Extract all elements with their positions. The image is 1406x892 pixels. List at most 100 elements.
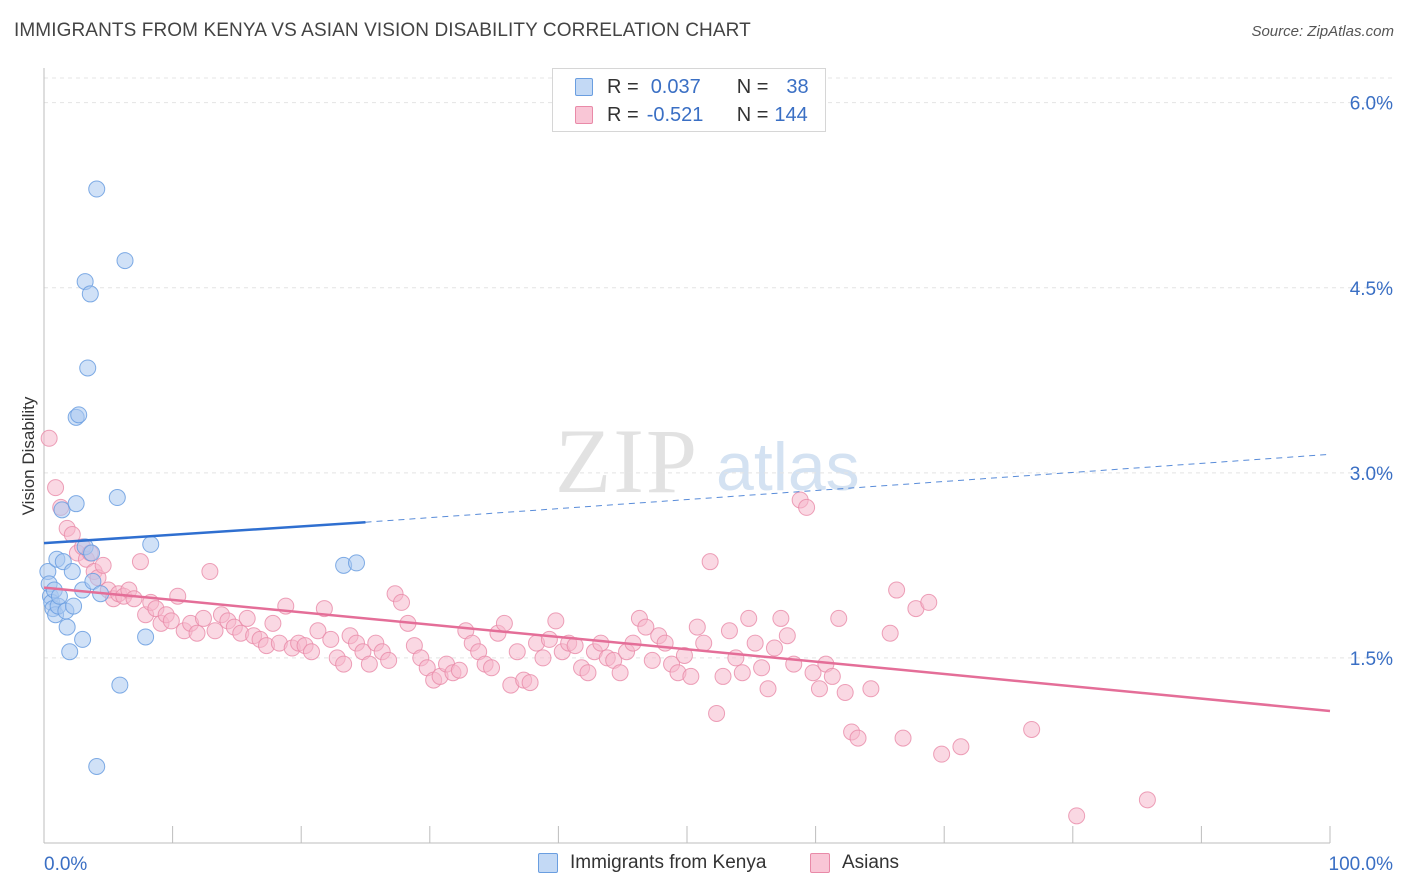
asians-point [746, 634, 764, 652]
asians-point [322, 630, 340, 648]
asians-point [1023, 720, 1041, 738]
asians-point [753, 659, 771, 677]
kenya-point [88, 180, 106, 198]
asians-point [393, 593, 411, 611]
kenya-point [108, 489, 126, 507]
correlation-legend: R = 0.037 N = 38 R = -0.521 N = 144 [552, 68, 826, 132]
asians-point [450, 661, 468, 679]
series-legend: Immigrants from Kenya Asians [0, 852, 1406, 878]
kenya-point [116, 252, 134, 270]
asians-point [740, 609, 758, 627]
asians-point [315, 600, 333, 618]
y-tick-label: 1.5% [1350, 649, 1393, 670]
kenya-point [67, 495, 85, 513]
asians-trend-line [43, 586, 1331, 713]
y-tick-label: 4.5% [1350, 279, 1393, 300]
asians-point [682, 667, 700, 685]
asians-point [94, 556, 112, 574]
source-credit: Source: ZipAtlas.com [1251, 23, 1394, 40]
legend-r-label: R = [607, 75, 639, 98]
asians-point [302, 643, 320, 661]
asians-point [849, 729, 867, 747]
series-swatch-kenya [538, 853, 558, 873]
asians-point [772, 609, 790, 627]
kenya-point [63, 563, 81, 581]
legend-r-label: R = [607, 103, 639, 126]
asians-point [125, 590, 143, 608]
legend-n-value: 144 [774, 103, 808, 126]
asians-point [1138, 791, 1156, 809]
chart-title: IMMIGRANTS FROM KENYA VS ASIAN VISION DI… [14, 20, 751, 41]
kenya-point [88, 758, 106, 775]
asians-point [765, 639, 783, 657]
asians-point [804, 664, 822, 682]
asians-point [162, 612, 180, 630]
asians-point [360, 655, 378, 673]
kenya-point [81, 285, 99, 303]
asians-point [206, 622, 224, 640]
asians-point [701, 553, 719, 571]
series-legend-kenya: Immigrants from Kenya [538, 852, 766, 874]
asians-point [933, 745, 951, 763]
kenya-point [137, 628, 155, 646]
asians-point [264, 614, 282, 632]
asians-point [194, 609, 212, 627]
asians-point [309, 622, 327, 640]
series-swatch-asians [810, 853, 830, 873]
asians-point [798, 498, 816, 516]
asians-point [778, 627, 796, 645]
asians-point [1068, 807, 1086, 825]
legend-n-label: N = [736, 103, 769, 126]
asians-point [733, 664, 751, 682]
asians-point [714, 667, 732, 685]
asians-point [495, 614, 513, 632]
kenya-trend-extension [365, 453, 1331, 523]
kenya-point [53, 501, 71, 519]
asians-point [40, 429, 58, 447]
asians-point [695, 634, 713, 652]
asians-point [483, 659, 501, 677]
asians-point [881, 624, 899, 642]
kenya-point [79, 359, 97, 377]
asians-point [521, 674, 539, 692]
asians-point [637, 618, 655, 636]
y-tick-label: 3.0% [1350, 464, 1393, 485]
asians-point [238, 609, 256, 627]
kenya-trend-line [43, 520, 366, 545]
asians-point [759, 680, 777, 698]
asians-point [675, 646, 693, 664]
kenya-point [61, 643, 79, 661]
asians-point [47, 479, 65, 497]
asians-point [335, 655, 353, 673]
asians-point [131, 553, 149, 571]
asians-point [579, 664, 597, 682]
x-tick-label-min: 0.0% [44, 854, 87, 875]
asians-point [888, 581, 906, 599]
y-tick-label: 6.0% [1350, 94, 1393, 115]
kenya-point [83, 544, 101, 562]
series-label-asians: Asians [842, 852, 900, 873]
watermark-atlas: atlas [716, 429, 860, 505]
asians-point [920, 593, 938, 611]
legend-swatch-asians [575, 106, 593, 124]
asians-point [894, 729, 912, 747]
legend-row-kenya: R = 0.037 N = 38 [575, 73, 809, 101]
y-axis-label: Vision Disability [19, 396, 38, 515]
asians-point [862, 680, 880, 698]
watermark-zip: ZIP [555, 410, 699, 512]
asians-point [380, 651, 398, 669]
kenya-point [111, 676, 129, 694]
asians-point [720, 622, 738, 640]
legend-r-value: -0.521 [646, 103, 704, 126]
kenya-point [142, 535, 160, 553]
asians-point [534, 649, 552, 667]
legend-r-value: 0.037 [650, 75, 701, 98]
kenya-point [65, 597, 83, 615]
asians-point [810, 680, 828, 698]
asians-point [540, 630, 558, 648]
asians-point [836, 683, 854, 701]
x-tick-label-max: 100.0% [1329, 854, 1394, 875]
kenya-point [347, 554, 365, 572]
legend-row-asians: R = -0.521 N = 144 [575, 101, 808, 129]
asians-point [823, 667, 841, 685]
